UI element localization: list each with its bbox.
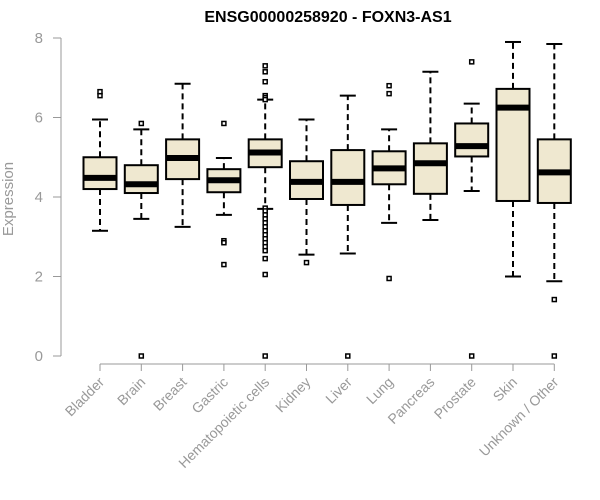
box-hematopoietic-cells [247,63,283,359]
y-tick-label: 0 [35,348,43,365]
box-kidney [289,118,324,266]
iqr-box [123,164,159,195]
y-axis-label: Expression [0,162,17,236]
outlier-point [262,78,268,85]
x-tick-label-bladder: Bladder [62,374,108,420]
x-tick-label-brain: Brain [114,374,148,408]
box-skin [495,40,531,278]
outlier-point [262,255,268,262]
x-tick-label-breast: Breast [150,374,190,414]
outlier-point [97,88,103,95]
plot-area [82,40,572,359]
outlier-point [386,275,392,282]
iqr-box [412,142,448,195]
box-prostate [454,59,490,359]
outlier-point [468,353,475,359]
iqr-box [330,149,366,206]
outlier-point [386,82,392,89]
outlier-point [138,353,145,359]
outlier-point [262,63,268,69]
outlier-point [551,353,558,359]
outlier-point [138,120,145,127]
y-tick-label: 8 [35,30,43,47]
y-tick-label: 6 [35,110,43,127]
x-tick-label-liver: Liver [322,374,355,407]
outlier-point [221,261,227,268]
outlier-point [221,239,227,246]
iqr-box [454,122,490,158]
box-lung [371,82,407,282]
outlier-point [221,120,227,127]
outlier-point [262,96,268,103]
box-gastric [206,120,242,268]
box-brain [123,120,159,359]
x-tick-label-prostate: Prostate [431,374,479,422]
y-tick-label: 2 [35,269,43,286]
outlier-point [468,59,475,65]
outlier-point [345,353,351,359]
y-tick-label: 4 [35,189,43,206]
y-axis: 0 2 4 6 8 [35,30,62,365]
outlier-point [262,69,268,75]
outlier-point [303,259,310,266]
chart-title: ENSG00000258920 - FOXN3-AS1 [204,9,451,26]
outlier-point [262,271,268,278]
x-tick-label-lung: Lung [363,374,396,407]
outlier-point [262,353,268,359]
x-tick-label-kidney: Kidney [272,374,314,416]
outlier-point [386,90,392,97]
box-pancreas [412,70,448,222]
box-liver [330,94,366,359]
box-bladder [82,88,118,232]
box-breast [165,82,201,228]
iqr-box [82,156,118,191]
outlier-point [551,296,558,303]
outlier-point [262,247,268,254]
x-tick-label-skin: Skin [490,374,521,405]
box-unknown-other [536,42,572,359]
